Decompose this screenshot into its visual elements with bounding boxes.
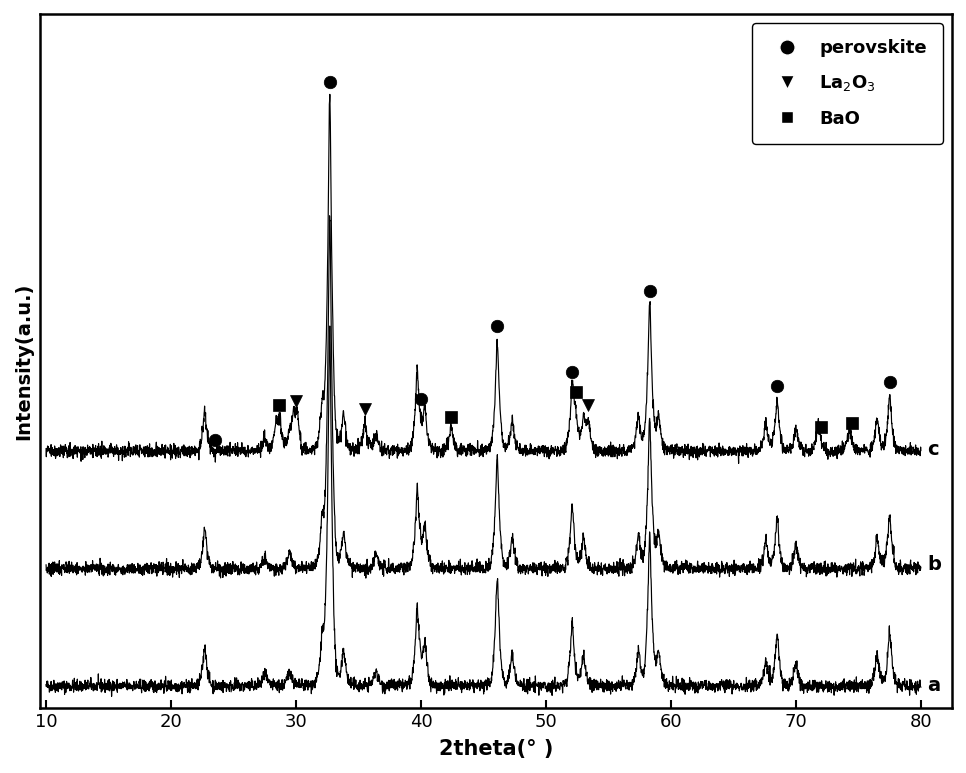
Text: a: a <box>927 676 940 695</box>
Legend: perovskite, La$_2$O$_3$, BaO: perovskite, La$_2$O$_3$, BaO <box>753 23 943 144</box>
Text: b: b <box>927 555 941 574</box>
X-axis label: 2theta(° ): 2theta(° ) <box>439 739 554 759</box>
Text: c: c <box>927 441 939 459</box>
Y-axis label: Intensity(a.u.): Intensity(a.u.) <box>14 282 33 440</box>
